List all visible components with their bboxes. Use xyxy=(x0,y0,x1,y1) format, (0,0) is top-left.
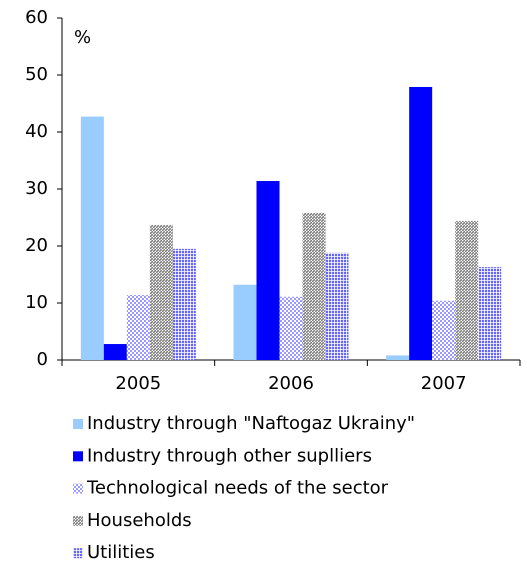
legend-swatch xyxy=(73,548,83,559)
bar xyxy=(233,284,257,360)
legend-label: Utilities xyxy=(87,542,155,563)
legend-swatch xyxy=(73,419,83,429)
bar xyxy=(256,181,280,360)
legend-label: Industry through other suplliers xyxy=(87,445,372,466)
y-tick-label: 30 xyxy=(25,178,48,199)
y-tick-label: 50 xyxy=(25,64,48,85)
bar xyxy=(279,296,303,360)
x-tick-label: 2005 xyxy=(115,373,161,394)
legend-swatch xyxy=(73,483,83,494)
legend-label: Industry through "Naftogaz Ukrainy" xyxy=(87,413,415,434)
x-tick-label: 2007 xyxy=(421,373,467,394)
y-tick-label: 40 xyxy=(25,121,48,142)
legend-swatch xyxy=(73,515,83,526)
legend-swatch xyxy=(73,451,83,462)
bar xyxy=(80,116,104,360)
bar xyxy=(478,267,502,360)
y-tick-label: 10 xyxy=(25,292,48,313)
bar xyxy=(103,344,127,360)
bar xyxy=(172,248,196,360)
x-tick-label: 2006 xyxy=(268,373,314,394)
y-tick-label: 0 xyxy=(37,349,48,370)
bar xyxy=(455,220,479,360)
bar xyxy=(149,224,173,360)
bar xyxy=(325,252,349,360)
legend-label: Technological needs of the sector xyxy=(86,478,389,499)
bar xyxy=(302,212,326,360)
y-axis-label: % xyxy=(74,27,91,48)
bar xyxy=(432,300,456,360)
y-tick-label: 60 xyxy=(25,7,48,28)
bar xyxy=(386,355,410,360)
y-tick-label: 20 xyxy=(25,235,48,256)
bar xyxy=(126,295,150,360)
legend-label: Households xyxy=(87,510,192,531)
bar xyxy=(409,86,433,360)
